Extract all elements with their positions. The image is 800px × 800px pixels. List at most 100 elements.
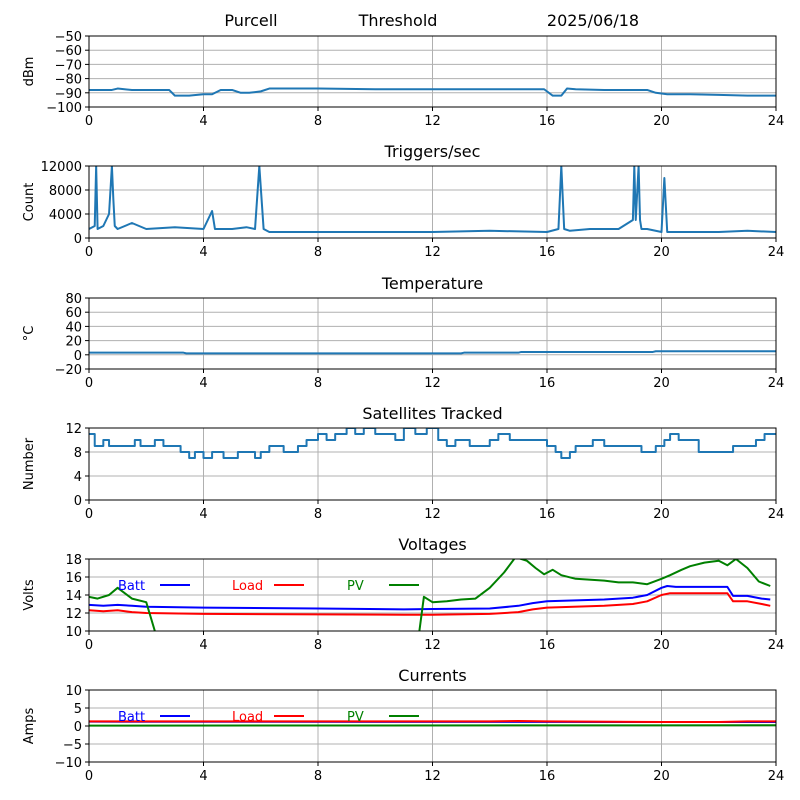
- satellites-panel: 0 4 8 12 16 20 24 0 4 8 12 Satellites Tracked Number: [22, 404, 784, 522]
- currents-legend-batt-label: Batt: [118, 710, 145, 725]
- voltages-legend-pv-label: PV: [347, 579, 364, 594]
- voltages-title: Voltages: [398, 535, 466, 554]
- voltages-legend-load-label: Load: [232, 579, 263, 594]
- currents-xtick-label: 12: [424, 769, 441, 784]
- currents-legend-pv-label: PV: [347, 710, 364, 725]
- threshold-ytick-label: −50: [55, 30, 82, 45]
- station-label: Purcell: [224, 11, 277, 30]
- voltages-series-batt-line: [89, 585, 771, 611]
- threshold-xtick-label: 16: [539, 114, 556, 129]
- currents-xtick-label: 20: [653, 769, 670, 784]
- currents-ytick-label: 0: [74, 720, 82, 735]
- temperature-xtick-label: 4: [199, 376, 207, 391]
- satellites-ytick-label: 0: [74, 494, 82, 509]
- threshold-ytick-label: −80: [55, 73, 82, 88]
- threshold-xtick-label: 8: [314, 114, 322, 129]
- currents-ytick-label: 10: [65, 684, 82, 699]
- currents-xtick-label: 4: [199, 769, 207, 784]
- voltages-series-load-line: [89, 592, 771, 616]
- triggers-ylabel: Count: [22, 183, 37, 222]
- threshold-ytick-label: −70: [55, 58, 82, 73]
- satellites-ytick-label: 4: [74, 470, 82, 485]
- threshold-panel: 0 4 8 12 16 20 24 −100−90−80−70−60−50 dBm: [22, 30, 784, 129]
- temperature-ytick-label: −20: [55, 363, 82, 378]
- currents-series-load-line: [89, 719, 776, 724]
- triggers-xtick-label: 8: [314, 245, 322, 260]
- voltages-xtick-label: 0: [85, 638, 93, 653]
- voltages-xtick-label: 24: [768, 638, 785, 653]
- temperature-ytick-label: 80: [65, 292, 82, 307]
- threshold-xtick-label: 0: [85, 114, 93, 129]
- temperature-ytick-label: 20: [65, 335, 82, 350]
- plot-name-label: Threshold: [358, 11, 438, 30]
- temperature-xtick-label: 12: [424, 376, 441, 391]
- currents-ytick-label: 5: [74, 702, 82, 717]
- satellites-xtick-label: 24: [768, 507, 785, 522]
- triggers-panel: 0 4 8 12 16 20 24 0 4000 8000 12000 Triggers/sec Cou…: [22, 142, 784, 260]
- temperature-ytick-label: 0: [74, 349, 82, 364]
- triggers-ytick-label: 12000: [41, 160, 82, 175]
- triggers-xtick-label: 16: [539, 245, 556, 260]
- voltages-ytick-label: 18: [65, 553, 82, 568]
- threshold-xtick-label: 20: [653, 114, 670, 129]
- satellites-xtick-label: 16: [539, 507, 556, 522]
- satellites-xtick-label: 0: [85, 507, 93, 522]
- currents-legend-load-label: Load: [232, 710, 263, 725]
- satellites-ytick-label: 12: [65, 422, 82, 437]
- voltages-xtick-label: 20: [653, 638, 670, 653]
- voltages-ytick-label: 12: [65, 607, 82, 622]
- triggers-xtick-label: 0: [85, 245, 93, 260]
- currents-title: Currents: [398, 666, 466, 685]
- temperature-series-0-line: [89, 350, 776, 355]
- voltages-series-pv-line: [89, 559, 771, 631]
- triggers-series-0-line: [89, 166, 776, 233]
- triggers-xtick-label: 12: [424, 245, 441, 260]
- voltages-xtick-label: 8: [314, 638, 322, 653]
- voltages-legend-batt-label: Batt: [118, 579, 145, 594]
- voltages-ytick-label: 10: [65, 625, 82, 640]
- threshold-series-0-line: [89, 87, 776, 97]
- satellites-ytick-label: 8: [74, 446, 82, 461]
- satellites-ylabel: Number: [22, 437, 37, 490]
- voltages-xtick-label: 12: [424, 638, 441, 653]
- voltages-panel: 0 4 8 12 16 20 24 10 12 14 16 18 Voltages Volts Batt Lo…: [22, 535, 784, 653]
- satellites-series-0-line: [89, 428, 776, 459]
- threshold-xtick-label: 4: [199, 114, 207, 129]
- currents-ytick-label: −5: [63, 738, 82, 753]
- temperature-xtick-label: 8: [314, 376, 322, 391]
- triggers-xtick-label: 24: [768, 245, 785, 260]
- triggers-ytick-label: 8000: [49, 184, 82, 199]
- temperature-xtick-label: 24: [768, 376, 785, 391]
- threshold-ytick-label: −100: [46, 101, 82, 116]
- satellites-xtick-label: 8: [314, 507, 322, 522]
- triggers-xtick-label: 4: [199, 245, 207, 260]
- currents-xtick-label: 16: [539, 769, 556, 784]
- currents-ylabel: Amps: [22, 707, 37, 744]
- triggers-ytick-label: 0: [74, 232, 82, 247]
- date-label: 2025/06/18: [547, 11, 639, 30]
- temperature-title: Temperature: [381, 274, 483, 293]
- satellites-xtick-label: 4: [199, 507, 207, 522]
- threshold-xtick-label: 24: [768, 114, 785, 129]
- currents-xtick-label: 0: [85, 769, 93, 784]
- temperature-xtick-label: 20: [653, 376, 670, 391]
- voltages-ytick-label: 14: [65, 589, 82, 604]
- temperature-ytick-label: 40: [65, 320, 82, 335]
- satellites-xtick-label: 20: [653, 507, 670, 522]
- satellites-title: Satellites Tracked: [362, 404, 502, 423]
- temperature-ylabel: °C: [22, 326, 37, 342]
- satellites-xtick-label: 12: [424, 507, 441, 522]
- threshold-ytick-label: −90: [55, 87, 82, 102]
- temperature-xtick-label: 0: [85, 376, 93, 391]
- voltages-xtick-label: 16: [539, 638, 556, 653]
- currents-panel: 0 4 8 12 16 20 24 −10 −5 0 5 10 Currents Amps Batt Load…: [22, 666, 784, 784]
- voltages-xtick-label: 4: [199, 638, 207, 653]
- currents-xtick-label: 8: [314, 769, 322, 784]
- voltages-ylabel: Volts: [22, 579, 37, 611]
- triggers-title: Triggers/sec: [384, 142, 481, 161]
- temperature-xtick-label: 16: [539, 376, 556, 391]
